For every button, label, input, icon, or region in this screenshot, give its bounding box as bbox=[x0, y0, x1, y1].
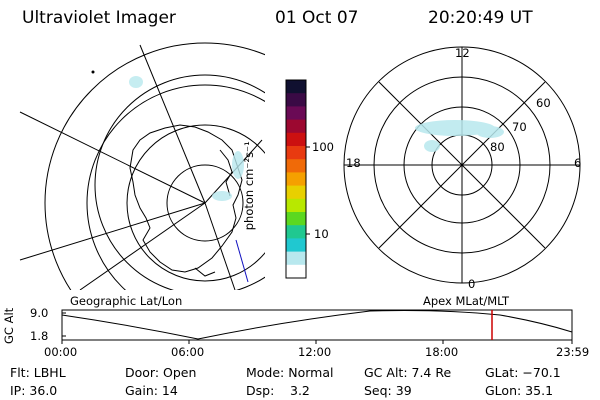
mlt-label-18: 18 bbox=[346, 156, 361, 170]
apex-label: Apex MLat/MLT bbox=[423, 294, 510, 308]
mlt-label-12: 12 bbox=[455, 46, 470, 60]
geographic-label: Geographic Lat/Lon bbox=[70, 294, 183, 308]
date-label: 01 Oct 07 bbox=[275, 8, 359, 28]
colorbar-band bbox=[286, 225, 306, 239]
colorbar bbox=[285, 79, 310, 279]
colorbar-band bbox=[286, 212, 306, 226]
colorbar-band bbox=[286, 146, 306, 160]
colorbar-band bbox=[286, 119, 306, 134]
app-title: Ultraviolet Imager bbox=[22, 8, 176, 28]
terminator-line bbox=[235, 239, 249, 283]
colorbar-unit-label: photon cm⁻²s⁻¹ bbox=[241, 141, 256, 231]
lat-label-60: 60 bbox=[536, 96, 551, 110]
xtick-1800: 18:00 bbox=[425, 345, 459, 359]
glat-status: GLat: −70.1 bbox=[485, 365, 561, 380]
colorbar-tick-100: 100 bbox=[312, 140, 334, 154]
colorbar-band bbox=[286, 106, 306, 121]
colorbar-band bbox=[286, 185, 306, 200]
altitude-plot bbox=[61, 309, 573, 344]
ytick-1-8: 1.8 bbox=[30, 329, 49, 343]
lat-label-70: 70 bbox=[512, 120, 527, 134]
mode-status: Mode: Normal bbox=[246, 365, 334, 380]
aurora-oval-right bbox=[415, 120, 504, 152]
gc-alt-status: GC Alt: 7.4 Re bbox=[364, 365, 452, 380]
colorbar-band bbox=[286, 132, 306, 147]
filter-status: Flt: LBHL bbox=[10, 365, 66, 380]
colorbar-band bbox=[286, 198, 306, 213]
colorbar-band bbox=[286, 264, 306, 279]
geographic-map bbox=[19, 42, 265, 290]
map-marker bbox=[91, 70, 95, 74]
dsp-value: 3.2 bbox=[290, 383, 310, 398]
colorbar-band bbox=[286, 172, 306, 187]
dsp-label: Dsp: bbox=[246, 383, 275, 398]
colorbar-band bbox=[286, 93, 306, 107]
colorbar-band bbox=[286, 238, 306, 253]
xtick-0600: 06:00 bbox=[171, 345, 205, 359]
colorbar-band bbox=[286, 159, 306, 173]
mlt-label-6: 6 bbox=[574, 156, 582, 170]
colorbar-tick-10: 10 bbox=[314, 227, 329, 241]
colorbar-band bbox=[286, 251, 306, 266]
gc-alt-axis-label: GC Alt bbox=[2, 307, 16, 344]
colorbar-band bbox=[286, 80, 306, 94]
ip-status: IP: 36.0 bbox=[10, 383, 58, 398]
glon-status: GLon: 35.1 bbox=[485, 383, 554, 398]
xtick-1200: 12:00 bbox=[298, 345, 332, 359]
aurora-patches-left bbox=[129, 76, 244, 201]
gain-status: Gain: 14 bbox=[125, 383, 178, 398]
time-label: 20:20:49 UT bbox=[428, 8, 533, 28]
mlt-label-0: 0 bbox=[468, 277, 476, 291]
polar-plot bbox=[343, 46, 581, 284]
seq-status: Seq: 39 bbox=[364, 383, 412, 398]
xtick-0000: 00:00 bbox=[44, 345, 78, 359]
xtick-2359: 23:59 bbox=[556, 345, 590, 359]
lat-label-80: 80 bbox=[490, 140, 505, 154]
door-status: Door: Open bbox=[125, 365, 197, 380]
ytick-9: 9.0 bbox=[30, 306, 49, 320]
